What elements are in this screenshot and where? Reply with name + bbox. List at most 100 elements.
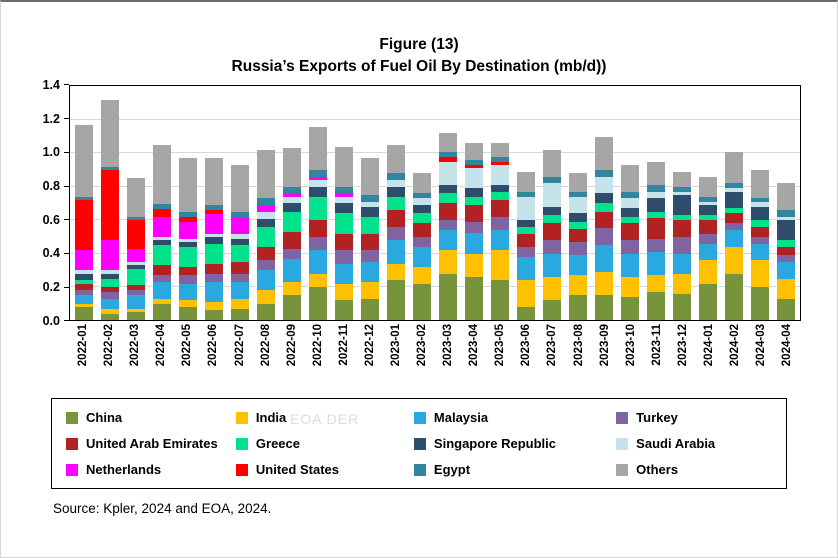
x-tick-label: 2023-10 xyxy=(624,324,637,367)
segment-china xyxy=(283,295,301,321)
segment-india xyxy=(517,280,535,308)
segment-india xyxy=(153,298,171,304)
segment-others xyxy=(543,150,561,177)
y-axis: 0.0 0.2 0.4 0.6 0.8 1.0 1.2 1.4 xyxy=(25,79,69,327)
segment-turkey xyxy=(517,246,535,257)
stacked-bar xyxy=(595,86,613,321)
segment-netherlands xyxy=(231,216,249,234)
plot-area xyxy=(69,85,801,322)
x-tick-label: 2022-03 xyxy=(129,324,142,367)
stacked-bar xyxy=(465,86,483,321)
stacked-bar xyxy=(387,86,405,321)
segment-egypt xyxy=(595,170,613,177)
segment-saudi-arabia xyxy=(387,180,405,187)
chart: 0.0 0.2 0.4 0.6 0.8 1.0 1.2 1.4 xyxy=(25,79,801,327)
segment-saudi-arabia xyxy=(491,165,509,186)
bar-2022-06 xyxy=(201,86,227,321)
segment-malaysia xyxy=(465,233,483,254)
segment-united-arab-emirates xyxy=(569,228,587,242)
legend-swatch xyxy=(235,437,248,450)
segment-malaysia xyxy=(647,251,665,276)
segment-united-states xyxy=(153,208,171,217)
segment-saudi-arabia xyxy=(153,236,171,241)
segment-saudi-arabia xyxy=(439,161,457,186)
segment-egypt xyxy=(439,151,457,157)
legend-swatch xyxy=(66,463,78,476)
segment-egypt xyxy=(751,198,769,202)
legend-label: Greece xyxy=(255,436,300,452)
segment-turkey xyxy=(387,226,405,241)
segment-turkey xyxy=(777,255,795,262)
legend-item-others: Others xyxy=(616,462,778,477)
segment-india xyxy=(335,283,353,301)
segment-turkey xyxy=(413,236,431,247)
segment-saudi-arabia xyxy=(673,191,691,196)
segment-egypt xyxy=(725,183,743,189)
segment-egypt xyxy=(75,196,93,201)
segment-malaysia xyxy=(231,281,249,299)
segment-greece xyxy=(205,243,223,264)
x-slot: 2023-02 xyxy=(409,324,435,388)
y-tick-label: 0.2 xyxy=(42,280,60,295)
segment-china xyxy=(465,276,483,321)
segment-saudi-arabia xyxy=(309,180,327,187)
y-tick-label: 0.8 xyxy=(42,179,60,194)
segment-egypt xyxy=(179,211,197,217)
legend-label: China xyxy=(86,410,123,426)
segment-greece xyxy=(673,215,691,221)
segment-turkey xyxy=(673,236,691,254)
bar-2022-12 xyxy=(357,86,383,321)
segment-china xyxy=(595,295,613,321)
legend-swatch xyxy=(235,463,248,476)
gridline xyxy=(70,185,800,187)
segment-egypt xyxy=(673,186,691,192)
stacked-bar xyxy=(777,86,795,321)
segment-others xyxy=(413,173,431,194)
legend-swatch xyxy=(66,437,78,450)
segment-greece xyxy=(387,196,405,211)
x-slot: 2022-12 xyxy=(357,324,383,388)
x-tick-label: 2022-01 xyxy=(77,324,90,367)
x-tick-label: 2023-03 xyxy=(442,324,455,367)
segment-singapore-republic xyxy=(621,208,639,217)
segment-others xyxy=(387,144,405,174)
bar-2022-04 xyxy=(149,86,175,321)
segment-china xyxy=(777,298,795,321)
bar-2022-07 xyxy=(227,86,253,321)
segment-india xyxy=(491,250,509,281)
segment-others xyxy=(309,126,327,171)
segment-india xyxy=(179,300,197,308)
bars xyxy=(70,86,800,321)
bar-2023-07 xyxy=(539,86,565,321)
segment-china xyxy=(413,283,431,321)
x-tick-label: 2023-05 xyxy=(494,324,507,367)
x-slot: 2023-06 xyxy=(513,324,539,388)
segment-greece xyxy=(361,216,379,234)
segment-others xyxy=(517,171,535,192)
segment-china xyxy=(205,310,223,321)
y-tick-label: 0.4 xyxy=(42,246,60,261)
segment-egypt xyxy=(335,186,353,194)
stacked-bar xyxy=(231,86,249,321)
segment-egypt xyxy=(569,191,587,197)
x-slot: 2022-04 xyxy=(148,324,174,388)
segment-china xyxy=(361,298,379,321)
segment-united-arab-emirates xyxy=(595,211,613,229)
segment-turkey xyxy=(283,248,301,259)
x-slot: 2023-12 xyxy=(670,324,696,388)
segment-united-states xyxy=(75,200,93,251)
segment-india xyxy=(205,302,223,311)
x-slot: 2022-01 xyxy=(70,324,96,388)
segment-netherlands xyxy=(179,221,197,239)
legend-label: India xyxy=(255,410,287,426)
legend-label: Netherlands xyxy=(86,462,162,478)
legend-item-greece: Greece xyxy=(235,436,414,452)
segment-greece xyxy=(257,226,275,247)
x-slot: 2023-08 xyxy=(565,324,591,388)
segment-singapore-republic xyxy=(647,198,665,212)
x-tick-label: 2022-06 xyxy=(207,324,220,367)
legend-swatch xyxy=(66,411,78,424)
x-tick-label: 2022-02 xyxy=(103,324,116,367)
segment-netherlands xyxy=(75,250,93,271)
legend-label: Saudi Arabia xyxy=(636,436,716,452)
